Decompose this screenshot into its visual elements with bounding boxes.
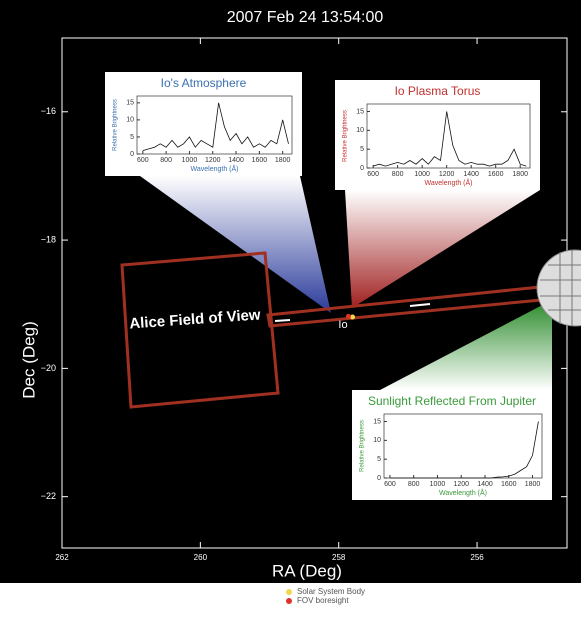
projection-cone (140, 176, 331, 313)
y-tick-label: −18 (41, 234, 56, 244)
x-tick-label: 258 (332, 553, 346, 562)
inset-title: Sunlight Reflected From Jupiter (368, 394, 536, 408)
inset-panel (352, 390, 552, 500)
x-tick-label: 1400 (477, 481, 493, 488)
y-tick-label: 10 (373, 437, 381, 444)
x-tick-label: 1400 (463, 171, 479, 178)
projection-cone (345, 190, 540, 308)
y-tick-label: 15 (373, 418, 381, 425)
chart-title: 2007 Feb 24 13:54:00 (227, 9, 384, 26)
x-tick-label: 800 (392, 171, 404, 178)
y-tick-label: 5 (130, 134, 134, 141)
y-tick-label: 0 (377, 475, 381, 482)
projection-cone (380, 300, 552, 390)
y-tick-label: 0 (130, 151, 134, 158)
x-axis-label: Wavelength (Å) (191, 164, 239, 173)
inset-panel (335, 80, 540, 190)
legend-label: FOV boresight (297, 596, 349, 605)
x-tick-label: 1000 (414, 171, 430, 178)
x-tick-label: 800 (160, 157, 172, 164)
legend-marker (286, 589, 292, 595)
inset-title: Io's Atmosphere (161, 76, 247, 90)
y-tick-label: 5 (377, 456, 381, 463)
y-tick-label: 15 (126, 100, 134, 107)
y-axis-label: Relative Brightness (343, 110, 349, 162)
spectrum-line (372, 111, 527, 167)
x-tick-label: 1800 (525, 481, 541, 488)
x-tick-label: 262 (55, 553, 69, 562)
inset-title: Io Plasma Torus (395, 84, 481, 98)
y-tick-label: 5 (360, 146, 364, 153)
jupiter (536, 249, 581, 327)
x-tick-label: 260 (194, 553, 208, 562)
fov-box (120, 251, 280, 409)
x-tick-label: 1800 (512, 171, 528, 178)
arrow (274, 319, 291, 322)
y-axis-label: Dec (Deg) (19, 321, 38, 398)
x-tick-label: 1000 (430, 481, 446, 488)
x-tick-label: 256 (470, 553, 484, 562)
x-tick-label: 1600 (501, 481, 517, 488)
y-axis-label: Relative Brightness (113, 99, 119, 151)
legend-marker (286, 598, 292, 604)
legend-label: Solar System Body (297, 587, 365, 596)
y-axis-label: Relative Brightness (360, 420, 366, 472)
spectrum-line (142, 102, 289, 151)
inset-panel (105, 72, 302, 176)
x-tick-label: 600 (384, 481, 396, 488)
y-tick-label: −22 (41, 491, 56, 501)
spectrum-line (389, 421, 539, 479)
data-point (345, 313, 351, 319)
x-axis-label: Wavelength (Å) (439, 488, 487, 497)
x-tick-label: 1200 (439, 171, 455, 178)
x-tick-label: 1200 (205, 157, 221, 164)
data-point (350, 314, 356, 320)
y-tick-label: 15 (356, 108, 364, 115)
y-tick-label: −16 (41, 106, 56, 116)
y-tick-label: 10 (126, 117, 134, 124)
x-tick-label: 800 (408, 481, 420, 488)
x-tick-label: 1800 (275, 157, 291, 164)
x-tick-label: 600 (367, 171, 379, 178)
x-tick-label: 1600 (252, 157, 268, 164)
inset-frame (366, 103, 531, 169)
y-tick-label: −20 (41, 363, 56, 373)
y-tick-label: 0 (360, 165, 364, 172)
x-tick-label: 1400 (228, 157, 244, 164)
x-tick-label: 1200 (453, 481, 469, 488)
x-axis-label: Wavelength (Å) (425, 178, 473, 187)
x-axis-label: RA (Deg) (272, 561, 342, 580)
inset-frame (136, 95, 293, 155)
x-tick-label: 1000 (182, 157, 198, 164)
x-tick-label: 1600 (488, 171, 504, 178)
arrow (409, 303, 431, 307)
y-tick-label: 10 (356, 127, 364, 134)
x-tick-label: 600 (137, 157, 149, 164)
annotation: Io (338, 319, 347, 331)
